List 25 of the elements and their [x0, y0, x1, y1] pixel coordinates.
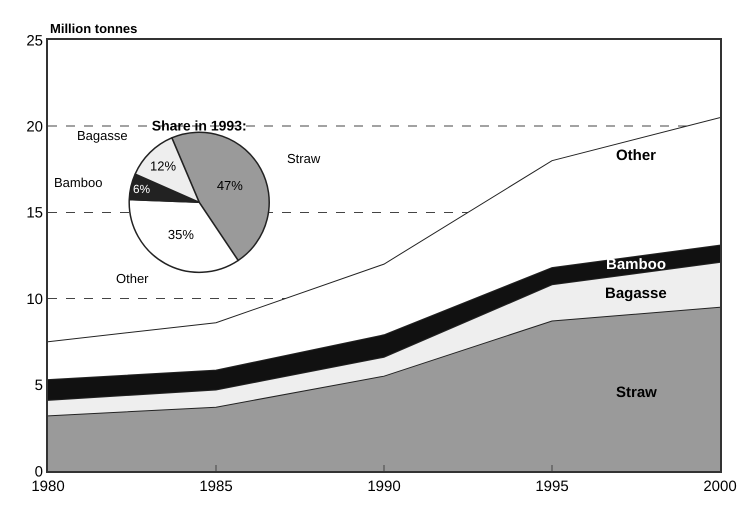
- y-tick-label: 25: [26, 32, 43, 50]
- y-tick-label: 5: [34, 377, 43, 394]
- x-tick-label: 2000: [703, 478, 737, 495]
- slice-label: Bamboo: [54, 175, 102, 190]
- y-tick-label: 15: [26, 204, 43, 222]
- slice-label: Straw: [287, 151, 321, 166]
- x-tick-label: 1985: [199, 478, 233, 495]
- series-label: Bagasse: [605, 285, 667, 302]
- x-tick-label: 1995: [535, 478, 569, 495]
- data-label: 47%: [216, 178, 244, 194]
- series-label: Bamboo: [606, 256, 666, 273]
- y-tick-label: 0: [34, 463, 43, 480]
- chart-title: Share in 1993:: [152, 117, 247, 134]
- y-tick-label: 20: [26, 118, 43, 136]
- x-tick-label: 1980: [31, 478, 65, 495]
- data-label: 35%: [168, 227, 194, 242]
- data-label: 12%: [150, 158, 176, 174]
- slice-label: Bagasse: [77, 128, 128, 143]
- slice-label: Other: [116, 271, 150, 286]
- data-label: 6%: [133, 183, 151, 196]
- series-label: Other: [616, 147, 656, 164]
- y-tick-label: 10: [26, 290, 43, 308]
- y-axis-title: Million tonnes: [50, 21, 138, 36]
- series-label: Straw: [616, 384, 658, 401]
- x-tick-label: 1990: [367, 478, 401, 495]
